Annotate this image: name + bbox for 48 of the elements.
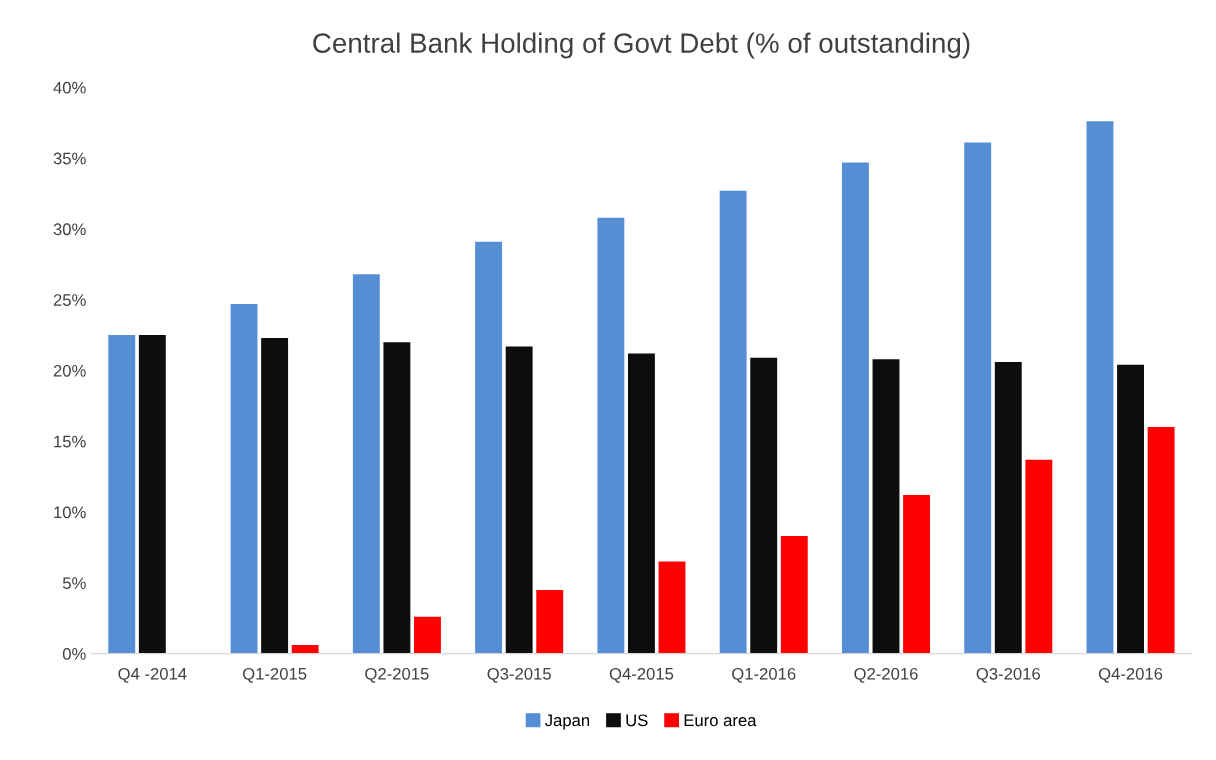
legend-label: Euro area [684,714,757,727]
y-tick-label: 35% [53,152,86,165]
chart-title: Central Bank Holding of Govt Debt (% of outstanding) [313,32,970,59]
y-tick-label: 0% [62,648,86,660]
y-tick-label: 20% [53,364,86,377]
bar [841,162,869,654]
bar [475,241,503,654]
bar [994,362,1022,654]
x-tick-label: Q4-2015 [609,667,674,683]
x-tick-label: Q2-2016 [854,667,918,683]
bar [108,335,136,654]
bar [964,142,992,654]
bar [291,645,319,654]
bar [597,217,625,654]
y-tick-label: 15% [54,435,86,448]
bar [230,303,258,654]
bar [138,335,166,654]
x-tick-label: Q1-2015 [242,667,307,683]
legend-label: US [626,714,648,727]
bar [352,274,380,654]
bar [872,359,900,654]
bar [414,616,441,654]
y-tick-label: 10% [54,506,86,519]
bar [627,353,655,654]
y-tick-label: 40% [53,81,86,94]
y-tick-label: 30% [53,223,86,236]
bar [536,589,564,654]
legend-label: Japan [544,714,590,730]
y-tick-label: 25% [53,294,86,306]
bar [1117,364,1144,654]
bar [261,337,289,654]
bar [780,536,808,654]
bar [383,342,411,654]
bar [903,495,931,654]
bar [505,346,533,654]
x-tick-label: Q4-2016 [1098,667,1163,683]
bar [658,561,686,654]
x-tick-label: Q2-2015 [365,667,429,683]
bar [1025,459,1053,654]
x-tick-label: Q3-2016 [976,667,1040,683]
bar [1086,121,1114,654]
x-tick-label: Q3-2015 [487,667,551,683]
bar [750,357,778,654]
bar [1147,427,1175,654]
x-tick-label: Q4 -2014 [118,667,187,683]
y-tick-label: 5% [62,577,86,590]
x-tick-label: Q1-2016 [732,667,796,683]
bar [719,190,747,654]
